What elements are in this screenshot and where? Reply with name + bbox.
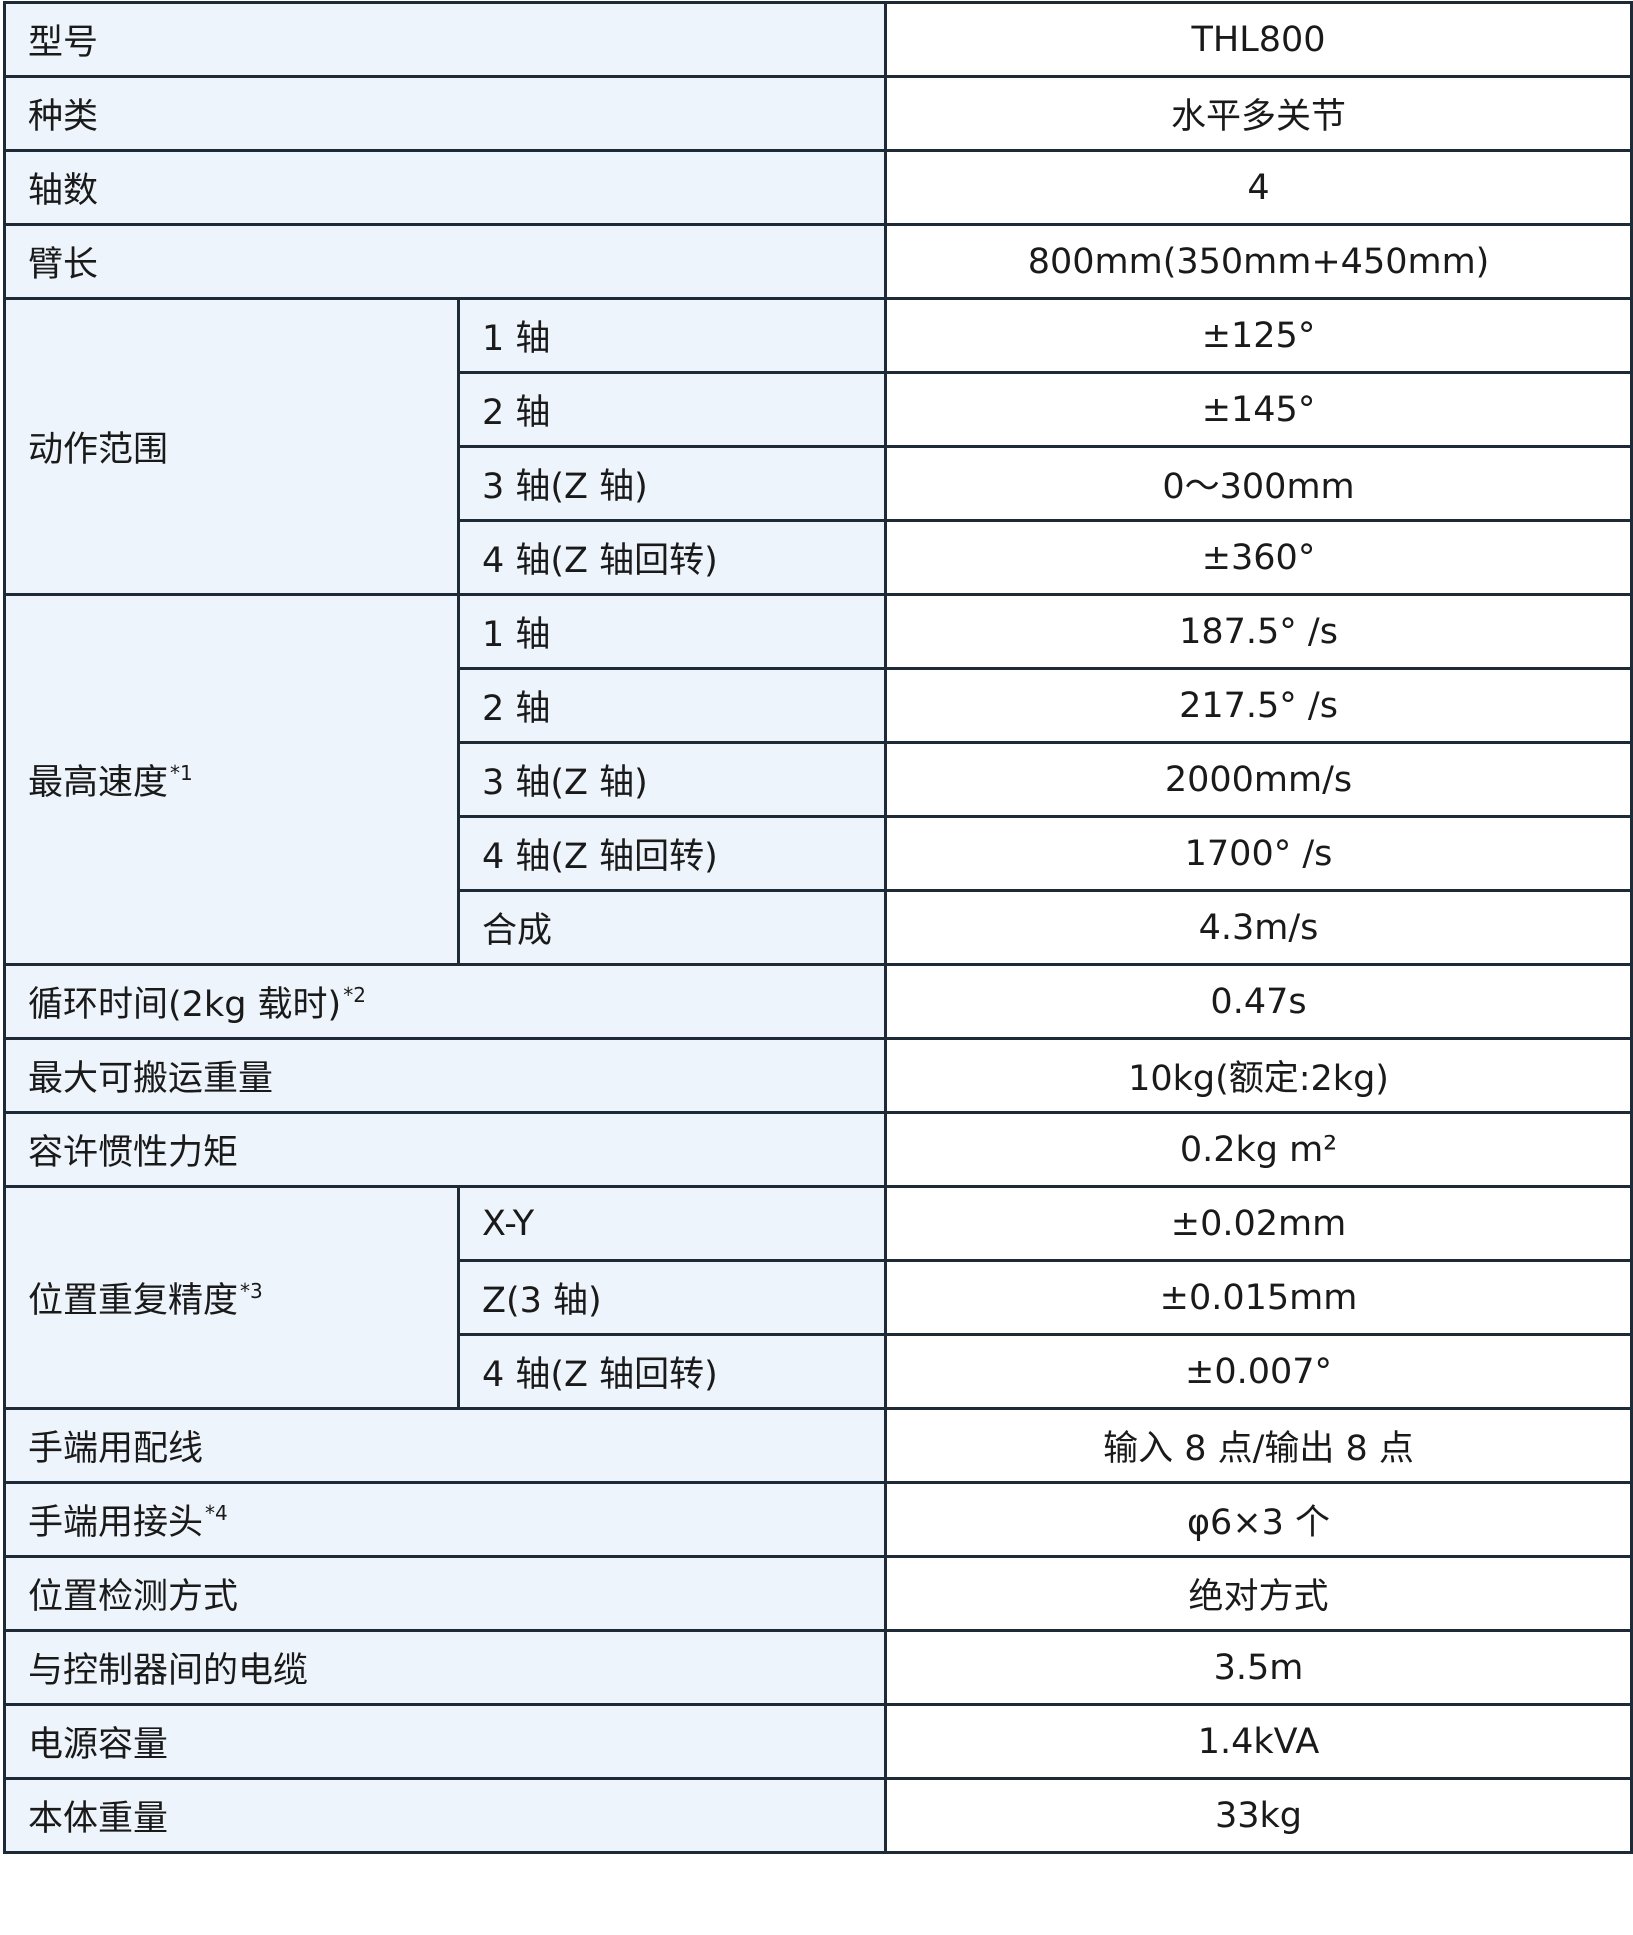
table-row: Z(3 轴) ±0.015mm [5, 1259, 1633, 1336]
spec-label-cell: 手端用配线 [2, 1407, 888, 1484]
spec-sub-label: 1 轴 [456, 593, 888, 670]
spec-label: 臂长 [28, 245, 99, 285]
spec-value: 2000mm/s [884, 741, 1633, 818]
table-row: 4 轴(Z 轴回转) ±360° [5, 519, 1633, 596]
table-row: 容许惯性力矩 0.2kg m² [2, 1111, 1633, 1188]
footnote-marker: *1 [170, 761, 193, 785]
spec-sub-label: 3 轴(Z 轴) [456, 741, 888, 818]
spec-value: φ6×3 个 [884, 1481, 1633, 1558]
table-row: 与控制器间的电缆 3.5m [2, 1629, 1633, 1706]
table-row: 手端用接头 *4 φ6×3 个 [2, 1481, 1633, 1558]
table-row: 3 轴(Z 轴) 0〜300mm [5, 445, 1633, 522]
table-row: 型号 THL800 [2, 1, 1633, 78]
spec-label: 最高速度 [28, 763, 169, 803]
spec-value: 1700° /s [884, 815, 1633, 892]
spec-value: ±360° [884, 519, 1633, 596]
spec-value: ±0.02mm [884, 1185, 1633, 1262]
table-row: 3 轴(Z 轴) 2000mm/s [5, 741, 1633, 818]
spec-label-cell: 种类 [2, 75, 888, 152]
spec-label: 最大可搬运重量 [28, 1059, 274, 1099]
spec-label: 循环时间(2kg 载时) [28, 985, 342, 1025]
spec-value: 0〜300mm [884, 445, 1633, 522]
spec-value: 输入 8 点/输出 8 点 [884, 1407, 1633, 1484]
spec-value: 3.5m [884, 1629, 1633, 1706]
spec-label: 动作范围 [28, 430, 169, 470]
spec-label: 位置检测方式 [28, 1577, 239, 1617]
footnote-marker: *4 [205, 1501, 228, 1525]
spec-label: 与控制器间的电缆 [28, 1651, 309, 1691]
spec-value: 33kg [884, 1777, 1633, 1854]
table-row: 动作范围 1 轴 ±125° [3, 297, 1633, 596]
footnote-marker: *3 [240, 1279, 263, 1303]
spec-label: 型号 [28, 23, 99, 63]
spec-label-cell: 本体重量 [2, 1777, 888, 1854]
spec-label-cell: 位置检测方式 [2, 1555, 888, 1632]
spec-sub-label: 合成 [456, 889, 888, 966]
spec-label-cell: 循环时间(2kg 载时) *2 [2, 963, 888, 1040]
table-row: 最高速度 *1 1 轴 187.5° /s [3, 593, 1633, 966]
spec-label-cell: 臂长 [2, 223, 888, 300]
table-row: 循环时间(2kg 载时) *2 0.47s [2, 963, 1633, 1040]
spec-label-cell: 容许惯性力矩 [2, 1111, 888, 1188]
spec-value: 水平多关节 [884, 75, 1633, 152]
table-row: 位置重复精度 *3 X-Y ±0.02mm [3, 1185, 1633, 1410]
spec-sub-label: X-Y [456, 1185, 888, 1262]
spec-value: 10kg(额定:2kg) [884, 1037, 1633, 1114]
spec-sub-label: 2 轴 [456, 371, 888, 448]
spec-value: 0.47s [884, 963, 1633, 1040]
spec-label-cell: 型号 [2, 1, 888, 78]
table-row: 2 轴 ±145° [5, 371, 1633, 448]
spec-label-cell: 电源容量 [2, 1703, 888, 1780]
spec-label-cell: 动作范围 [3, 297, 460, 596]
spec-label-cell: 最高速度 *1 [3, 593, 460, 966]
spec-sub-label: Z(3 轴) [456, 1259, 888, 1336]
spec-label: 种类 [28, 97, 99, 137]
spec-value: 1.4kVA [884, 1703, 1633, 1780]
spec-value: 187.5° /s [884, 593, 1633, 670]
table-row: 2 轴 217.5° /s [5, 667, 1633, 744]
spec-label: 容许惯性力矩 [28, 1133, 239, 1173]
spec-label: 轴数 [28, 171, 99, 211]
table-row: 臂长 800mm(350mm+450mm) [2, 223, 1633, 300]
spec-value: 217.5° /s [884, 667, 1633, 744]
table-row: 电源容量 1.4kVA [2, 1703, 1633, 1780]
spec-value: 800mm(350mm+450mm) [884, 223, 1633, 300]
spec-label-cell: 最大可搬运重量 [2, 1037, 888, 1114]
spec-label: 电源容量 [28, 1725, 169, 1765]
table-row: 手端用配线 输入 8 点/输出 8 点 [2, 1407, 1633, 1484]
spec-value: ±145° [884, 371, 1633, 448]
spec-label: 手端用接头 [28, 1503, 204, 1543]
spec-value: 4.3m/s [884, 889, 1633, 966]
spec-label-cell: 与控制器间的电缆 [2, 1629, 888, 1706]
spec-value: ±125° [884, 297, 1633, 374]
spec-value: ±0.007° [884, 1333, 1633, 1410]
table-row: 本体重量 33kg [2, 1777, 1633, 1854]
spec-sub-label: 3 轴(Z 轴) [456, 445, 888, 522]
spec-label: 本体重量 [28, 1799, 169, 1839]
table-row: 种类 水平多关节 [2, 75, 1633, 152]
table-row: 4 轴(Z 轴回转) 1700° /s [5, 815, 1633, 892]
spec-label-cell: 手端用接头 *4 [2, 1481, 888, 1558]
spec-sub-label: 4 轴(Z 轴回转) [456, 815, 888, 892]
spec-value: 绝对方式 [884, 1555, 1633, 1632]
spec-value: 0.2kg m² [884, 1111, 1633, 1188]
spec-label: 位置重复精度 [28, 1281, 239, 1321]
footnote-marker: *2 [343, 983, 366, 1007]
spec-value: 4 [884, 149, 1633, 226]
table-row: 轴数 4 [2, 149, 1633, 226]
spec-sub-label: 2 轴 [456, 667, 888, 744]
table-row: 4 轴(Z 轴回转) ±0.007° [5, 1333, 1633, 1410]
table-row: 合成 4.3m/s [5, 889, 1633, 966]
spec-sub-label: 4 轴(Z 轴回转) [456, 519, 888, 596]
table-row: 最大可搬运重量 10kg(额定:2kg) [2, 1037, 1633, 1114]
spec-sub-label: 4 轴(Z 轴回转) [456, 1333, 888, 1410]
table-row: 位置检测方式 绝对方式 [2, 1555, 1633, 1632]
spec-table: 型号 THL800 种类 水平多关节 轴数 4 臂长 800mm(350mm+450mm) 动作… [2, 1, 1633, 1854]
spec-value: THL800 [884, 1, 1633, 78]
spec-label-cell: 位置重复精度 *3 [3, 1185, 460, 1410]
spec-label-cell: 轴数 [2, 149, 888, 226]
spec-label: 手端用配线 [28, 1429, 204, 1469]
spec-sub-label: 1 轴 [456, 297, 888, 374]
spec-value: ±0.015mm [884, 1259, 1633, 1336]
